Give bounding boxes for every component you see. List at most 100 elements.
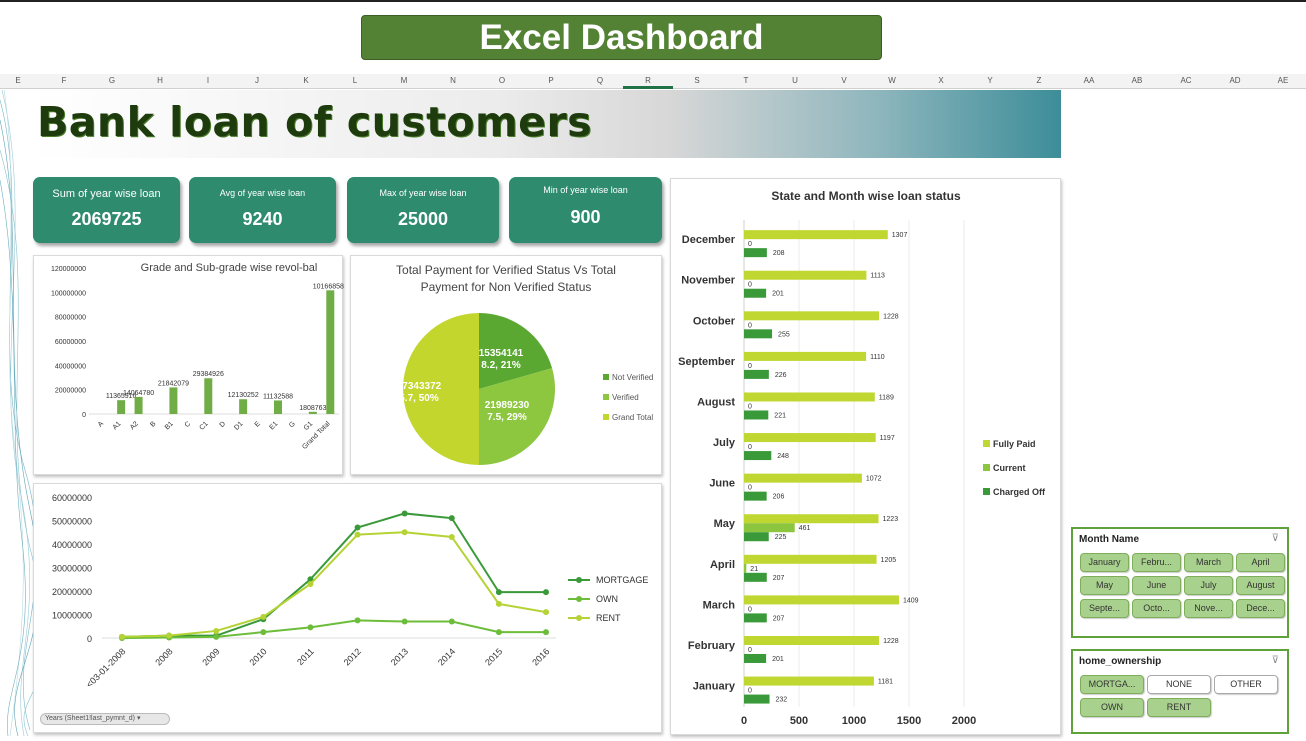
kpi-label: Max of year wise loan	[379, 188, 467, 198]
bar	[744, 532, 769, 542]
payment-pie-chart-panel[interactable]: Total Payment for Verified Status Vs Tot…	[350, 255, 662, 475]
data-point	[354, 617, 361, 624]
month-slicer-item[interactable]: Octo...	[1132, 599, 1181, 618]
x-tick-label: D	[219, 420, 228, 429]
bar	[744, 613, 767, 623]
column-letter[interactable]: Z	[1036, 76, 1042, 85]
bar	[744, 451, 772, 461]
column-letter[interactable]: P	[548, 76, 554, 85]
month-slicer-item[interactable]: Febru...	[1132, 553, 1181, 572]
column-letter[interactable]: I	[206, 76, 210, 85]
column-letter[interactable]: J	[255, 76, 259, 85]
y-tick-label: 30000000	[52, 564, 92, 574]
column-letter[interactable]: AA	[1083, 76, 1095, 85]
month-slicer-item[interactable]: August	[1236, 576, 1285, 595]
data-point	[119, 633, 125, 640]
month-slicer-item[interactable]: April	[1236, 553, 1285, 572]
month-slicer-item[interactable]: March	[1184, 553, 1233, 572]
column-letter[interactable]: X	[938, 76, 944, 85]
data-label: 0	[748, 647, 752, 654]
column-letter[interactable]: AE	[1277, 76, 1289, 85]
kpi-label: Avg of year wise loan	[219, 188, 306, 198]
data-label: 14064780	[123, 390, 154, 397]
month-slicer-item[interactable]: Dece...	[1236, 599, 1285, 618]
month-status-bar-chart-panel[interactable]: State and Month wise loan status 0 500 100…	[670, 178, 1061, 735]
data-point	[543, 589, 549, 596]
x-tick-label: 2013	[389, 646, 410, 667]
legend-marker	[576, 615, 582, 621]
y-category-label: September	[678, 356, 736, 368]
data-point	[307, 580, 314, 587]
years-filter-button[interactable]: Years (Sheet1!last_pymnt_d) ▾	[40, 713, 170, 725]
column-letter[interactable]: U	[792, 76, 798, 85]
grade-bar-chart-panel[interactable]: Grade and Sub-grade wise revol-bal 0 2000…	[33, 255, 348, 475]
column-letter[interactable]: AB	[1131, 76, 1143, 85]
column-letter[interactable]: E	[15, 76, 21, 85]
slicer-title: Month Name	[1079, 534, 1139, 545]
home-ownership-slicer-item[interactable]: OWN	[1080, 698, 1144, 717]
month-slicer-item[interactable]: May	[1080, 576, 1129, 595]
data-label: 0	[748, 444, 752, 451]
x-tick-label: E1	[268, 420, 279, 431]
x-tick-label: G1	[303, 420, 315, 432]
ownership-line-chart-panel[interactable]: 0 10000000 20000000 30000000 40000000 5000000…	[33, 483, 662, 733]
column-letter[interactable]: M	[400, 76, 408, 85]
column-letter[interactable]: G	[108, 76, 116, 85]
bar	[239, 399, 248, 414]
data-label: 1181	[878, 679, 893, 686]
home-ownership-slicer-item[interactable]: RENT	[1147, 698, 1211, 717]
column-letter[interactable]: F	[61, 76, 67, 85]
month-slicer-item[interactable]: July	[1184, 576, 1233, 595]
column-letter[interactable]: H	[157, 76, 163, 85]
data-label: 248	[777, 453, 789, 460]
kpi-card-avg: Avg of year wise loan 9240	[189, 177, 336, 243]
home-ownership-slicer-item[interactable]: MORTGA...	[1080, 675, 1144, 694]
data-label: 1228	[883, 638, 899, 645]
month-status-bar-chart: State and Month wise loan status 0 500 100…	[678, 189, 1046, 727]
column-letter[interactable]: N	[450, 76, 456, 85]
data-point	[307, 624, 314, 631]
column-letter[interactable]: L	[352, 76, 358, 85]
legend-swatch	[983, 464, 990, 471]
column-letter[interactable]: T	[743, 76, 749, 85]
x-tick-label: 2012	[342, 646, 363, 667]
column-letter[interactable]: Y	[987, 76, 993, 85]
x-tick-label: C1	[198, 420, 209, 431]
filter-clear-icon[interactable]: ⊽	[1271, 655, 1279, 666]
y-category-label: August	[697, 396, 735, 408]
month-slicer-item[interactable]: Septe...	[1080, 599, 1129, 618]
decorative-waves	[0, 90, 40, 736]
column-letter[interactable]: W	[888, 76, 896, 85]
data-label: 0	[748, 485, 752, 492]
column-letter[interactable]: AD	[1229, 76, 1241, 85]
data-label: 1113	[870, 273, 885, 280]
data-point	[495, 629, 502, 636]
bar	[744, 554, 877, 564]
y-category-label: April	[710, 559, 735, 571]
data-label: 0	[748, 322, 752, 329]
filter-clear-icon[interactable]: ⊽	[1271, 533, 1279, 544]
data-label: 208	[773, 250, 785, 257]
month-slicer-item[interactable]: Nove...	[1184, 599, 1233, 618]
x-tick-label: C	[184, 420, 193, 429]
column-letter[interactable]: AC	[1180, 76, 1192, 85]
month-slicer-item[interactable]: June	[1132, 576, 1181, 595]
legend-label: Fully Paid	[993, 439, 1036, 449]
data-label: 21	[750, 566, 758, 573]
x-tick-label: 500	[790, 715, 808, 727]
x-tick-label: 2000	[952, 715, 976, 727]
data-label: 1072	[866, 476, 882, 483]
bar	[744, 270, 867, 280]
column-letter[interactable]: S	[694, 76, 700, 85]
x-tick-label: E	[254, 420, 262, 428]
column-letter[interactable]: V	[841, 76, 847, 85]
home-ownership-slicer-item[interactable]: NONE	[1147, 675, 1211, 694]
column-letter[interactable]: Q	[596, 76, 604, 85]
column-letter[interactable]: K	[303, 76, 309, 85]
home-ownership-slicer-item[interactable]: OTHER	[1214, 675, 1278, 694]
column-letter[interactable]: R	[645, 76, 651, 85]
column-letter[interactable]: O	[498, 76, 506, 85]
payment-pie-chart: Total Payment for Verified Status Vs Tot…	[396, 263, 653, 465]
data-point	[543, 629, 549, 636]
month-slicer-item[interactable]: January	[1080, 553, 1129, 572]
